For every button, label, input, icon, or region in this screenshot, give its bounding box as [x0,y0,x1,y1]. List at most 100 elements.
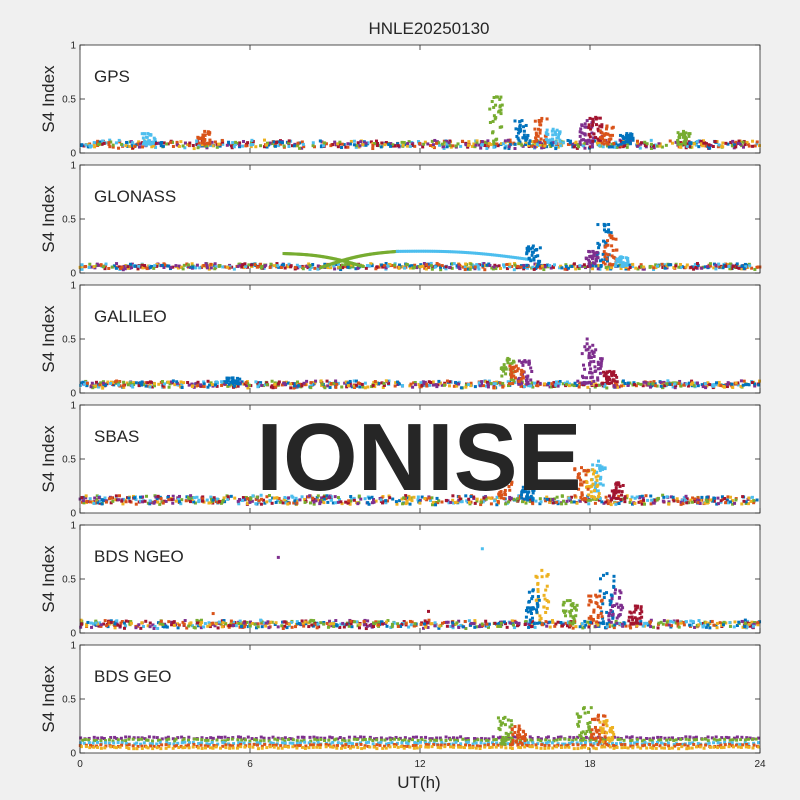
data-point [572,500,576,504]
data-point [584,500,588,504]
data-point [602,142,606,146]
data-point [109,381,113,385]
data-point [302,624,306,628]
data-point [499,490,503,494]
data-point [236,264,240,268]
data-point [639,605,643,609]
data-point [596,223,600,227]
data-point [721,141,725,145]
data-point [641,496,645,500]
data-point [418,249,422,253]
data-point [132,383,136,387]
data-point [124,619,128,623]
data-point [534,136,538,140]
data-point [331,501,335,505]
data-point [180,383,184,387]
data-point [303,497,307,501]
data-point [287,141,291,145]
data-point [296,384,300,388]
data-point [603,626,607,630]
data-point [501,385,505,389]
data-point [249,143,253,147]
data-point [386,619,390,623]
data-point [735,266,739,270]
data-point [607,622,611,626]
data-point [571,621,575,625]
data-point [588,254,592,258]
data-point [441,621,445,625]
data-point [563,267,567,271]
data-point [591,120,595,124]
data-point [599,139,603,143]
data-point [600,615,604,619]
data-point [544,131,548,135]
data-point [467,383,471,387]
data-point [312,619,316,623]
data-point [662,619,666,623]
data-point [441,142,445,146]
data-point [531,491,535,495]
data-point [750,620,754,624]
data-point [384,379,388,383]
data-point [411,735,415,739]
data-point [597,243,601,247]
data-point [577,487,581,491]
data-point [221,140,225,144]
data-point [466,145,470,149]
data-point [632,610,636,614]
data-point [412,381,416,385]
data-point [248,500,252,504]
data-points [78,706,761,751]
data-point [411,249,415,253]
data-point [598,116,602,120]
data-point [596,378,600,382]
data-point [271,735,275,739]
data-point [639,620,643,624]
data-point [131,141,135,145]
data-point [452,262,456,266]
data-point [522,263,526,267]
data-point [427,618,431,622]
data-point [106,380,110,384]
data-point [517,359,521,363]
data-point [489,502,493,506]
data-point [267,494,271,498]
data-point [509,496,513,500]
data-point [426,625,430,629]
data-point [92,501,96,505]
data-point [534,248,538,252]
data-point [237,621,241,625]
data-point [251,621,255,625]
data-point [168,382,172,386]
data-point [467,500,471,504]
data-point [578,381,582,385]
data-point [556,382,560,386]
data-point [710,499,714,503]
data-point [525,263,529,267]
data-point [624,133,628,137]
data-point [531,595,535,599]
data-point [530,253,534,257]
data-point [545,624,549,628]
data-point [100,142,104,146]
data-point [323,262,327,266]
data-point [114,266,118,270]
data-point [533,625,537,629]
data-point [593,251,597,255]
data-point [532,258,536,262]
data-point [457,380,461,384]
data-point [440,383,444,387]
data-point [608,369,612,373]
data-point [624,256,628,260]
data-point [674,262,678,266]
data-point [609,231,613,235]
data-point [487,142,491,146]
data-point [573,482,577,486]
data-point [185,626,189,630]
data-point [524,140,528,144]
data-point [187,383,191,387]
data-point [380,496,384,500]
data-point [179,385,183,389]
data-point [607,620,611,624]
data-point [281,501,285,505]
